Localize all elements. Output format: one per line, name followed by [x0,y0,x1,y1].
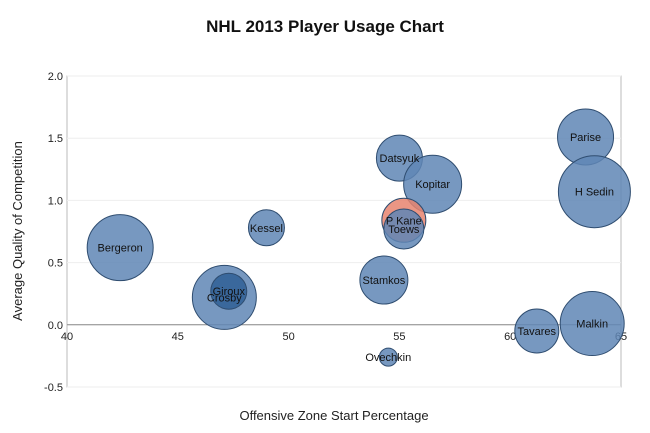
bubble-h-sedin [557,155,631,229]
bubble-tavares [514,308,560,354]
bubble-label: Malkin [576,319,608,331]
bubble-stamkos [359,255,409,305]
bubble-label: P Kane [386,215,422,227]
y-tick-label: -0.5 [44,382,63,394]
bubble-label: Giroux [213,286,246,298]
bubble-toews [383,208,425,250]
bubble-kessel [247,209,285,247]
bubble-kopitar [403,154,463,214]
bubble-label: Kessel [250,223,283,235]
bubble-ovechkin [378,347,398,367]
y-tick-label: 0.5 [48,258,63,270]
bubble-label: Datsyuk [380,153,420,165]
x-tick-label: 40 [61,331,73,343]
x-axis-label: Offensive Zone Start Percentage [239,408,428,423]
bubble-label: Crosby [207,292,242,304]
bubble-bergeron [86,214,154,282]
y-tick-label: 0.0 [48,320,63,332]
x-tick-label: 45 [172,331,184,343]
bubble-label: H Sedin [575,187,614,199]
bubble-label: Bergeron [98,243,143,255]
y-axis-label: Average Quality of Competition [10,141,25,321]
bubble-label: Stamkos [362,275,405,287]
bubble-malkin [559,291,625,357]
y-tick-label: 1.5 [48,133,63,145]
y-tick-label: 1.0 [48,195,63,207]
x-tick-label: 60 [504,331,516,343]
chart-title: NHL 2013 Player Usage Chart [206,17,444,36]
bubble-label: Ovechkin [365,352,411,364]
bubble-label: Parise [570,132,601,144]
y-axis-ticks: 2.0 1.5 1.0 0.5 0.0 -0.5 [44,71,63,394]
bubble-label: Tavares [518,326,557,338]
x-tick-label: 50 [282,331,294,343]
bubble-label: Kopitar [415,179,450,191]
bubble-label: Toews [388,224,420,236]
bubble-giroux [210,272,248,310]
y-tick-label: 2.0 [48,71,63,83]
x-tick-label: 55 [393,331,405,343]
